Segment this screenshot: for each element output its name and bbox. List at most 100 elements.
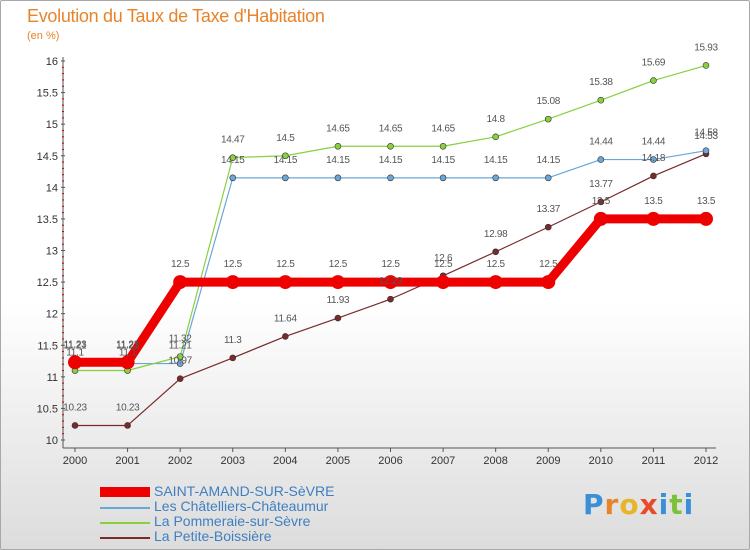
x-tick-label: 2004: [273, 455, 297, 467]
data-label: 11.32: [169, 334, 193, 345]
data-label: 13.5: [644, 196, 663, 207]
data-label: 10.97: [168, 356, 192, 367]
line-chart: 10 10.5 11 11.5 12 12.5 13 13.5 14 14.5 15 15.5 16 20…: [37, 42, 719, 467]
y-tick-label: 12: [46, 309, 58, 321]
data-point: [334, 174, 342, 182]
data-label: 13.77: [589, 179, 613, 190]
data-label: 14.58: [694, 128, 718, 139]
data-label: 14.44: [642, 137, 666, 148]
data-label: 14.47: [221, 135, 245, 146]
y-tick-label: 14: [46, 182, 58, 194]
data-point: [492, 248, 499, 256]
data-point: [330, 275, 345, 290]
data-label: 13.5: [592, 196, 611, 207]
data-label: 11.23: [64, 339, 88, 350]
y-tick-label: 10: [46, 435, 58, 447]
logo-letter: t: [669, 488, 684, 521]
data-point: [699, 211, 713, 226]
data-point: [593, 211, 608, 226]
legend-label: La Pommeraie-sur-Sèvre: [154, 513, 311, 529]
legend-label: SAINT-AMAND-SUR-SèVRE: [154, 483, 335, 499]
data-label: 15.38: [589, 77, 613, 88]
data-label: 14.5: [276, 133, 295, 144]
data-label: 14.15: [484, 155, 508, 166]
data-label: 12.6: [434, 253, 453, 264]
data-label: 12.5: [224, 259, 243, 270]
data-point: [387, 142, 394, 150]
x-tick-label: 2001: [115, 455, 139, 467]
data-point: [124, 422, 131, 429]
data-point: [646, 211, 661, 226]
data-point: [544, 223, 552, 231]
y-tick-label: 15.5: [37, 88, 58, 100]
y-tick-label: 11.5: [37, 340, 58, 352]
data-label: 14.15: [431, 155, 455, 166]
y-tick-label: 13.5: [37, 214, 58, 226]
data-label: 14.65: [379, 123, 403, 134]
data-label: 11.21: [116, 341, 140, 352]
data-point: [544, 174, 552, 182]
data-point: [597, 198, 605, 206]
data-label: 12.5: [381, 259, 400, 270]
legend-label: La Petite-Boissière: [154, 528, 272, 544]
data-label: 15.08: [536, 96, 560, 107]
data-label: 14.15: [274, 155, 298, 166]
data-label: 14.65: [431, 123, 455, 134]
data-point: [71, 422, 79, 429]
y-tick-label: 15: [46, 119, 58, 131]
x-tick-label: 2003: [221, 455, 245, 467]
data-label: 12.5: [276, 259, 295, 270]
data-point: [229, 174, 237, 182]
logo-letter: i: [658, 488, 670, 521]
x-tick-label: 2006: [378, 455, 402, 467]
legend-swatch: [100, 507, 150, 509]
data-point: [282, 152, 289, 160]
data-point: [597, 156, 605, 163]
proxiti-logo: Proxiti: [583, 488, 694, 521]
chart-title: Evolution du Taux de Taxe d'Habitation: [27, 6, 325, 26]
data-label: 13.37: [536, 204, 560, 215]
y-tick-label: 10.5: [37, 403, 58, 415]
data-point: [282, 333, 289, 340]
data-point: [176, 375, 184, 383]
data-label: 11.23: [116, 339, 140, 350]
x-tick-label: 2005: [326, 455, 350, 467]
data-label: 10.23: [63, 402, 87, 413]
data-label: 12.5: [434, 259, 453, 270]
data-label: 11.1: [66, 348, 84, 359]
data-label: 15.69: [642, 58, 666, 69]
legend-label: Les Châtelliers-Châteaumur: [154, 498, 329, 514]
data-label: 11.64: [274, 313, 298, 324]
data-point: [488, 275, 503, 290]
data-label: 12.23: [379, 276, 403, 287]
data-point: [176, 353, 184, 360]
data-label: 11.1: [119, 348, 137, 359]
data-point: [650, 172, 657, 180]
data-label: 12.5: [329, 259, 348, 270]
data-point: [597, 96, 605, 104]
data-label: 14.65: [326, 123, 350, 134]
data-point: [334, 314, 342, 322]
data-point: [282, 174, 289, 182]
legend-swatch: [100, 522, 150, 524]
data-label: 10.23: [116, 402, 140, 413]
logo-letter: r: [604, 488, 620, 521]
logo-letter: i: [683, 488, 695, 521]
data-point: [541, 275, 556, 290]
x-tick-label: 2000: [63, 455, 87, 467]
legend-swatch: [100, 487, 150, 497]
data-label: 12.5: [539, 259, 558, 270]
legend-swatch: [100, 537, 150, 539]
data-label: 12.98: [484, 229, 508, 240]
data-point: [383, 275, 398, 290]
x-tick-label: 2011: [642, 455, 666, 467]
data-point: [439, 174, 447, 182]
data-point: [439, 142, 447, 150]
y-tick-label: 14.5: [37, 151, 58, 163]
data-point: [176, 360, 184, 367]
data-point: [702, 62, 710, 69]
data-point: [492, 133, 499, 141]
data-point: [278, 275, 293, 290]
data-label: 15.93: [694, 42, 718, 53]
data-label: 12.5: [171, 259, 190, 270]
